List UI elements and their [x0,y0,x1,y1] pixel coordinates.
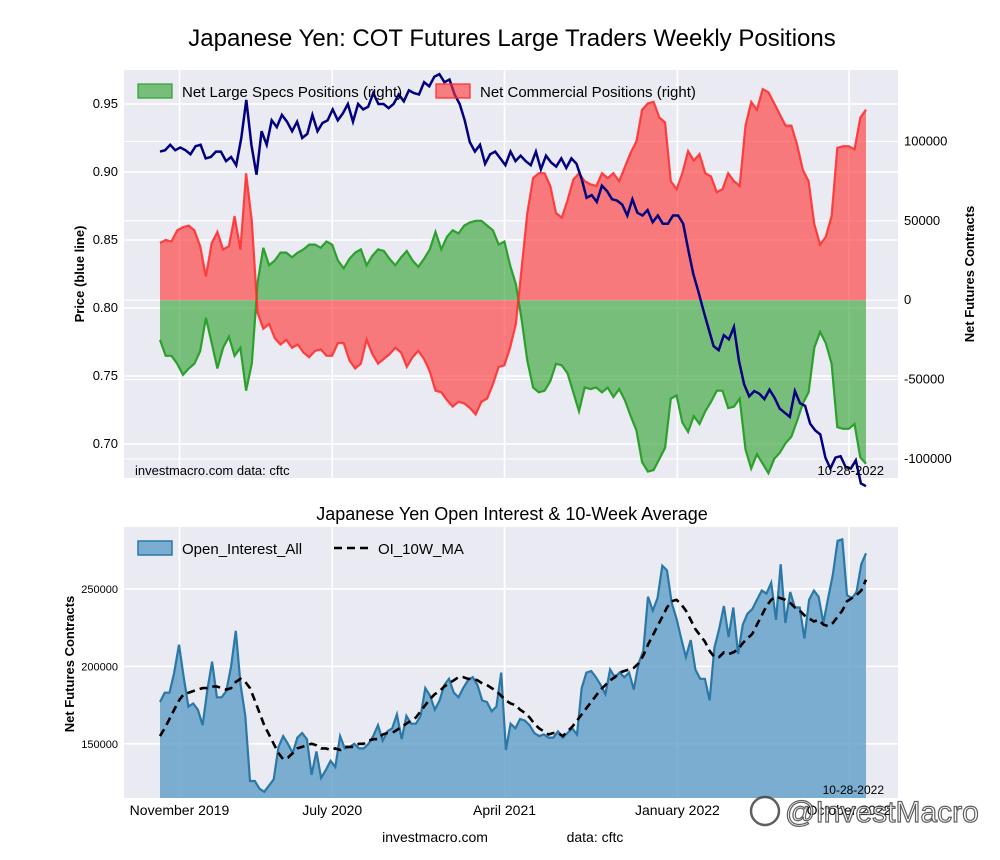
x-tick-label: November 2019 [130,802,230,818]
right-tick-label: -100000 [904,451,952,466]
legend-swatch-commercial [435,83,471,99]
y-tick-label: 250000 [81,584,118,596]
annotation-date-bottom: 10-28-2022 [823,783,885,797]
right-tick-label: 100000 [904,133,947,148]
footer-site: investmacro.com [382,829,488,845]
footer-data-source: data: cftc [567,829,624,845]
left-axis-label: Price (blue line) [72,226,87,323]
legend-label-open-interest: Open_Interest_All [182,541,302,558]
watermark-text: @InvestMacro [785,796,979,829]
watermark-logo-icon [749,795,781,827]
left-tick-label: 0.70 [93,436,118,451]
y-tick-label: 200000 [81,661,118,673]
price-line [159,72,867,488]
specs-area [160,220,866,474]
watermark: @InvestMacro [749,795,979,830]
figure-title: Japanese Yen: COT Futures Large Traders … [188,25,835,52]
legend-swatch-specs [137,83,173,99]
left-tick-label: 0.85 [93,232,118,247]
x-tick-label: January 2022 [635,802,720,818]
left-tick-label: 0.90 [93,164,118,179]
x-tick-label: October 2022 [807,802,892,818]
x-tick-label: April 2021 [473,802,536,818]
annotation-source: investmacro.com data: cftc [135,463,290,478]
right-tick-label: 0 [904,292,911,307]
specs-line [158,219,867,476]
legend-positions: Net Large Specs Positions (right) Net Com… [137,83,696,101]
left-tick-label: 0.75 [93,368,118,383]
legend-label-moving-average: OI_10W_MA [378,541,464,558]
left-tick-label: 0.80 [93,300,118,315]
legend-label-specs: Net Large Specs Positions (right) [182,84,402,101]
left-tick-label: 0.95 [93,96,118,111]
moving-average-line [158,579,868,761]
right-tick-label: -50000 [904,372,944,387]
y-axis-label: Net Futures Contracts [62,596,77,733]
right-axis-label: Net Futures Contracts [962,206,977,343]
legend-swatch-open-interest [137,540,173,556]
commercial-area [160,89,866,415]
y-tick-label: 150000 [81,739,118,751]
commercial-line [159,87,867,417]
subchart-title: Japanese Yen Open Interest & 10-Week Ave… [316,504,708,524]
open-interest-line [159,537,868,794]
open-interest-chart: Japanese Yen Open Interest & 10-Week Ave… [62,504,898,818]
right-tick-label: 50000 [904,213,940,228]
positions-chart: 0.70 0.75 0.80 0.85 0.90 0.95 -100000 -50000 0 50… [72,70,977,488]
annotation-date: 10-28-2022 [818,463,885,478]
legend-open-interest: Open_Interest_All OI_10W_MA [137,540,464,558]
open-interest-area [160,539,866,798]
x-tick-label: July 2020 [302,802,362,818]
legend-label-commercial: Net Commercial Positions (right) [480,84,696,101]
